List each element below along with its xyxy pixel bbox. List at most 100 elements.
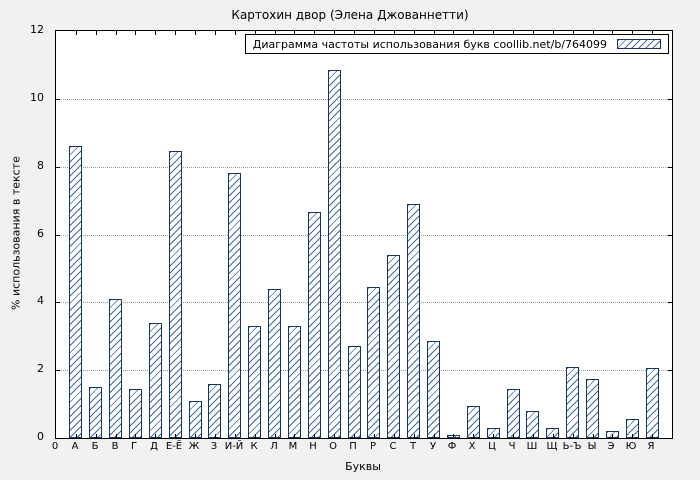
- bar: [407, 204, 420, 438]
- x-tick-mark: [434, 434, 435, 438]
- bar: [367, 287, 380, 438]
- x-tick-label: К: [250, 441, 258, 452]
- x-tick-mark: [314, 434, 315, 438]
- x-tick-label: Ш: [526, 441, 538, 452]
- x-tick-mark: [394, 31, 395, 35]
- x-tick-mark: [76, 31, 77, 35]
- x-tick-mark: [453, 31, 454, 35]
- x-tick-label: Ч: [508, 441, 516, 452]
- x-tick-mark: [493, 31, 494, 35]
- x-tick-label: Э: [607, 441, 615, 452]
- y-tick-mark: [56, 234, 60, 236]
- x-tick-labels: 0 А Б В Г Д Е-Ё Ж З И-Й К Л М Н О П Р С Т У Ф Х Ц Ч Ш Щ Ь-Ъ Ы Э Ю Я: [51, 441, 673, 455]
- x-tick-mark: [632, 31, 633, 35]
- x-tick-mark: [652, 31, 653, 35]
- x-tick-label: М: [288, 441, 298, 452]
- x-tick-mark: [116, 434, 117, 438]
- bar: [526, 411, 539, 438]
- bar: [208, 384, 221, 438]
- x-tick-label: Ь-Ъ: [562, 441, 582, 452]
- x-tick-label: Л: [270, 441, 278, 452]
- x-tick-label: Ж: [188, 441, 200, 452]
- x-tick-label: Т: [409, 441, 417, 452]
- x-tick-mark: [195, 31, 196, 35]
- y-tick-label: 12: [30, 23, 44, 36]
- x-tick-mark: [135, 31, 136, 35]
- x-tick-mark: [612, 434, 613, 438]
- chart-title: Картохин двор (Элена Джованнетти): [231, 8, 469, 22]
- y-tick-mark: [56, 370, 60, 372]
- x-tick-mark: [414, 434, 415, 438]
- x-tick-label: З: [210, 441, 218, 452]
- gridline: [56, 98, 672, 100]
- x-tick-label: Г: [130, 441, 138, 452]
- bar: [348, 346, 361, 438]
- x-tick-label: Ю: [625, 441, 637, 452]
- x-tick-mark: [473, 31, 474, 35]
- x-tick-mark: [334, 434, 335, 438]
- x-tick-mark: [116, 31, 117, 35]
- x-tick-mark: [96, 434, 97, 438]
- bar: [546, 428, 559, 438]
- x-tick-mark: [553, 434, 554, 438]
- x-tick-mark: [275, 31, 276, 35]
- gridline: [56, 302, 672, 304]
- x-tick-mark: [394, 434, 395, 438]
- x-tick-mark: [275, 434, 276, 438]
- bar: [507, 389, 520, 438]
- x-tick-mark: [632, 434, 633, 438]
- x-tick-mark: [573, 31, 574, 35]
- x-tick-label: 0: [51, 441, 59, 452]
- x-tick-mark: [255, 31, 256, 35]
- x-tick-mark: [314, 31, 315, 35]
- x-tick-label: И-Й: [224, 441, 244, 452]
- bar: [586, 379, 599, 438]
- x-tick-mark: [513, 31, 514, 35]
- x-tick-mark: [155, 31, 156, 35]
- x-tick-mark: [493, 434, 494, 438]
- bar: [228, 173, 241, 438]
- y-tick-mark: [668, 166, 672, 168]
- bar: [169, 151, 182, 438]
- y-tick-label: 6: [37, 226, 44, 240]
- x-tick-label: Щ: [546, 441, 558, 452]
- bar: [189, 401, 202, 438]
- x-tick-mark: [553, 31, 554, 35]
- x-tick-mark: [334, 31, 335, 35]
- x-tick-mark: [593, 31, 594, 35]
- bar: [566, 367, 579, 438]
- x-tick-mark: [255, 434, 256, 438]
- x-tick-mark: [215, 31, 216, 35]
- bar: [387, 255, 400, 438]
- bar: [149, 323, 162, 438]
- bar: [308, 212, 321, 438]
- x-tick-label: У: [429, 441, 437, 452]
- bar: [89, 387, 102, 438]
- x-tick-mark: [235, 434, 236, 438]
- x-tick-label: Ы: [587, 441, 597, 452]
- bar: [268, 289, 281, 438]
- x-tick-label: Б: [91, 441, 99, 452]
- bar: [646, 368, 659, 438]
- x-tick-label: В: [111, 441, 119, 452]
- x-tick-label: Е-Ё: [165, 441, 183, 452]
- y-tick-label: 4: [37, 294, 44, 308]
- y-tick-label: 0: [37, 430, 44, 443]
- x-tick-mark: [96, 31, 97, 35]
- x-tick-mark: [354, 31, 355, 35]
- y-tick-mark: [56, 302, 60, 304]
- x-tick-mark: [135, 434, 136, 438]
- x-tick-label: Ц: [488, 441, 496, 452]
- x-tick-mark: [175, 31, 176, 35]
- x-tick-mark: [593, 434, 594, 438]
- y-tick-mark: [56, 98, 60, 100]
- x-tick-label: Р: [369, 441, 377, 452]
- bar: [129, 389, 142, 438]
- y-tick-mark: [668, 302, 672, 304]
- bar: [109, 299, 122, 438]
- y-tick-label: 8: [37, 158, 44, 172]
- x-tick-label: П: [349, 441, 357, 452]
- x-tick-label: Ф: [447, 441, 457, 452]
- bar: [288, 326, 301, 438]
- x-tick-mark: [652, 434, 653, 438]
